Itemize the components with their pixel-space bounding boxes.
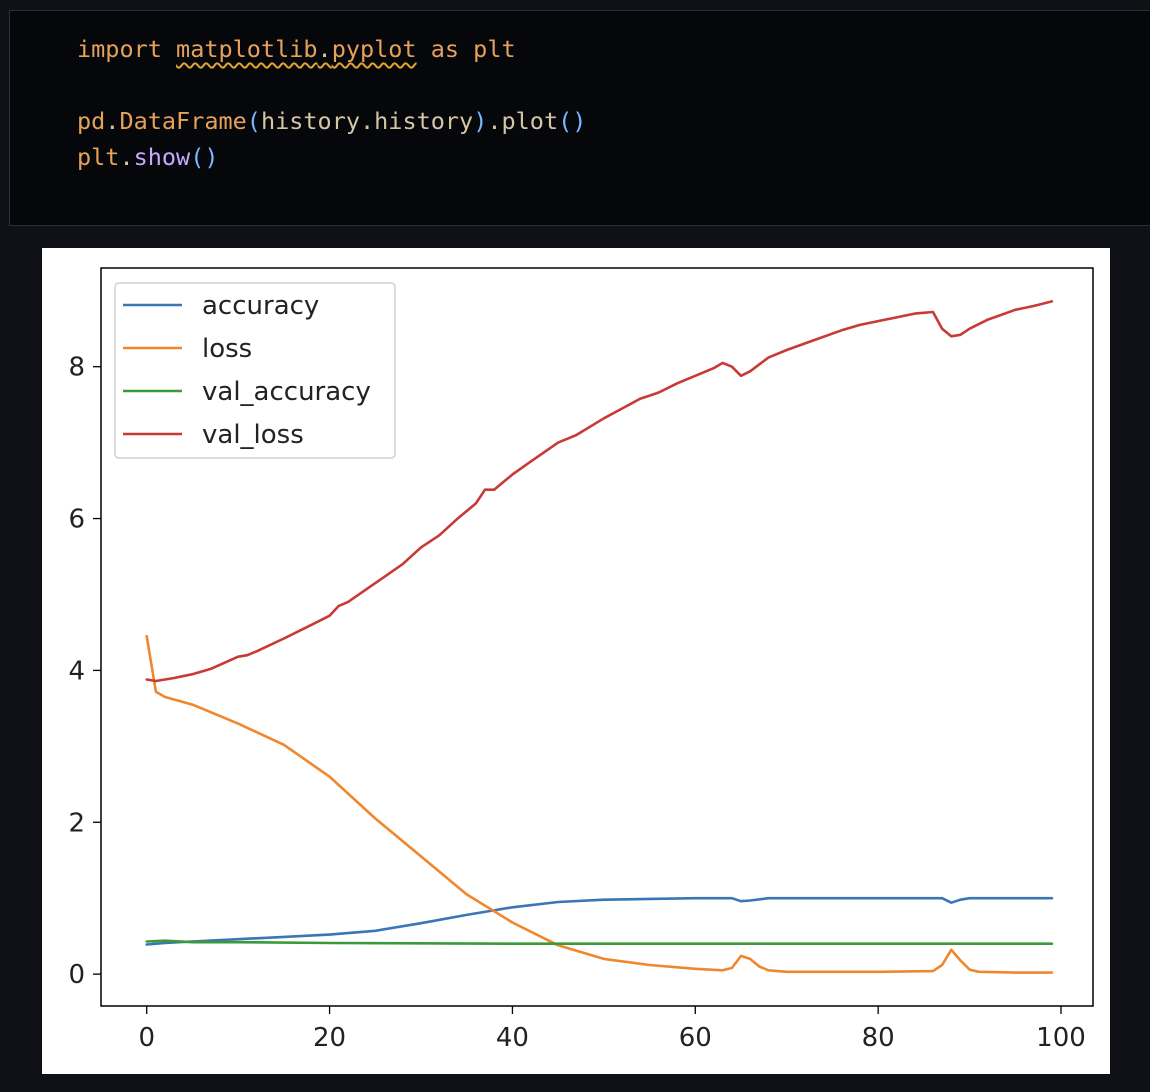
y-tick-label: 6 <box>68 505 85 535</box>
code-token: history <box>260 107 360 135</box>
code-token: history <box>374 107 474 135</box>
y-tick-label: 0 <box>68 960 85 990</box>
x-tick-label: 40 <box>496 1023 529 1053</box>
code-token: . <box>119 143 134 171</box>
code-token: pyplot <box>331 35 417 63</box>
series-line-accuracy <box>145 896 1054 946</box>
code-token: . <box>360 107 375 135</box>
series-line-loss <box>145 634 1054 974</box>
code-line[interactable]: import matplotlib.pyplot as plt <box>77 35 516 63</box>
x-tick-label: 100 <box>1036 1023 1086 1053</box>
series-line-val-loss <box>145 300 1054 683</box>
code-token: ) <box>473 107 488 135</box>
legend-box <box>114 282 396 459</box>
y-tick-label: 8 <box>68 353 85 383</box>
line-chart: 0 20 40 60 80 100 0 2 4 6 8 accuracy loss val_accur… <box>68 267 1094 1053</box>
series-line-val-accuracy <box>145 939 1054 946</box>
legend-label: val_loss <box>202 420 304 450</box>
code-token: plt <box>77 143 120 171</box>
y-tick-label: 2 <box>68 808 85 838</box>
code-token: DataFrame <box>119 107 247 135</box>
code-token: . <box>317 35 332 63</box>
code-token: . <box>487 107 502 135</box>
code-cell[interactable]: import matplotlib.pyplot as plt pd.DataFr… <box>9 10 1150 226</box>
legend-label: accuracy <box>202 291 319 321</box>
code-token: show <box>133 143 191 171</box>
code-token: () <box>190 143 219 171</box>
x-axis: 0 20 40 60 80 100 <box>138 1006 1086 1053</box>
x-tick-label: 0 <box>138 1023 155 1053</box>
code-line[interactable]: plt.show() <box>77 143 219 171</box>
cell-output: 0 20 40 60 80 100 0 2 4 6 8 accuracy loss val_accur… <box>42 248 1110 1074</box>
code-token: ( <box>246 107 261 135</box>
code-token: plot <box>501 107 559 135</box>
code-token: as <box>416 35 474 63</box>
code-token: plt <box>473 35 516 63</box>
code-token: import <box>77 35 177 63</box>
y-tick-label: 4 <box>68 656 85 686</box>
legend: accuracy loss val_accuracy val_loss <box>114 282 396 459</box>
x-tick-label: 80 <box>862 1023 895 1053</box>
code-token: pd <box>77 107 106 135</box>
code-token: () <box>558 107 587 135</box>
plot-frame <box>100 267 1094 1007</box>
code-token: matplotlib <box>176 35 318 63</box>
legend-label: loss <box>202 334 252 364</box>
x-tick-label: 20 <box>313 1023 346 1053</box>
x-tick-label: 60 <box>679 1023 712 1053</box>
code-line[interactable]: pd.DataFrame(history.history).plot() <box>77 107 586 135</box>
y-axis: 0 2 4 6 8 <box>68 353 101 990</box>
code-token: . <box>105 107 120 135</box>
legend-label: val_accuracy <box>202 377 371 407</box>
series-lines <box>145 300 1054 974</box>
